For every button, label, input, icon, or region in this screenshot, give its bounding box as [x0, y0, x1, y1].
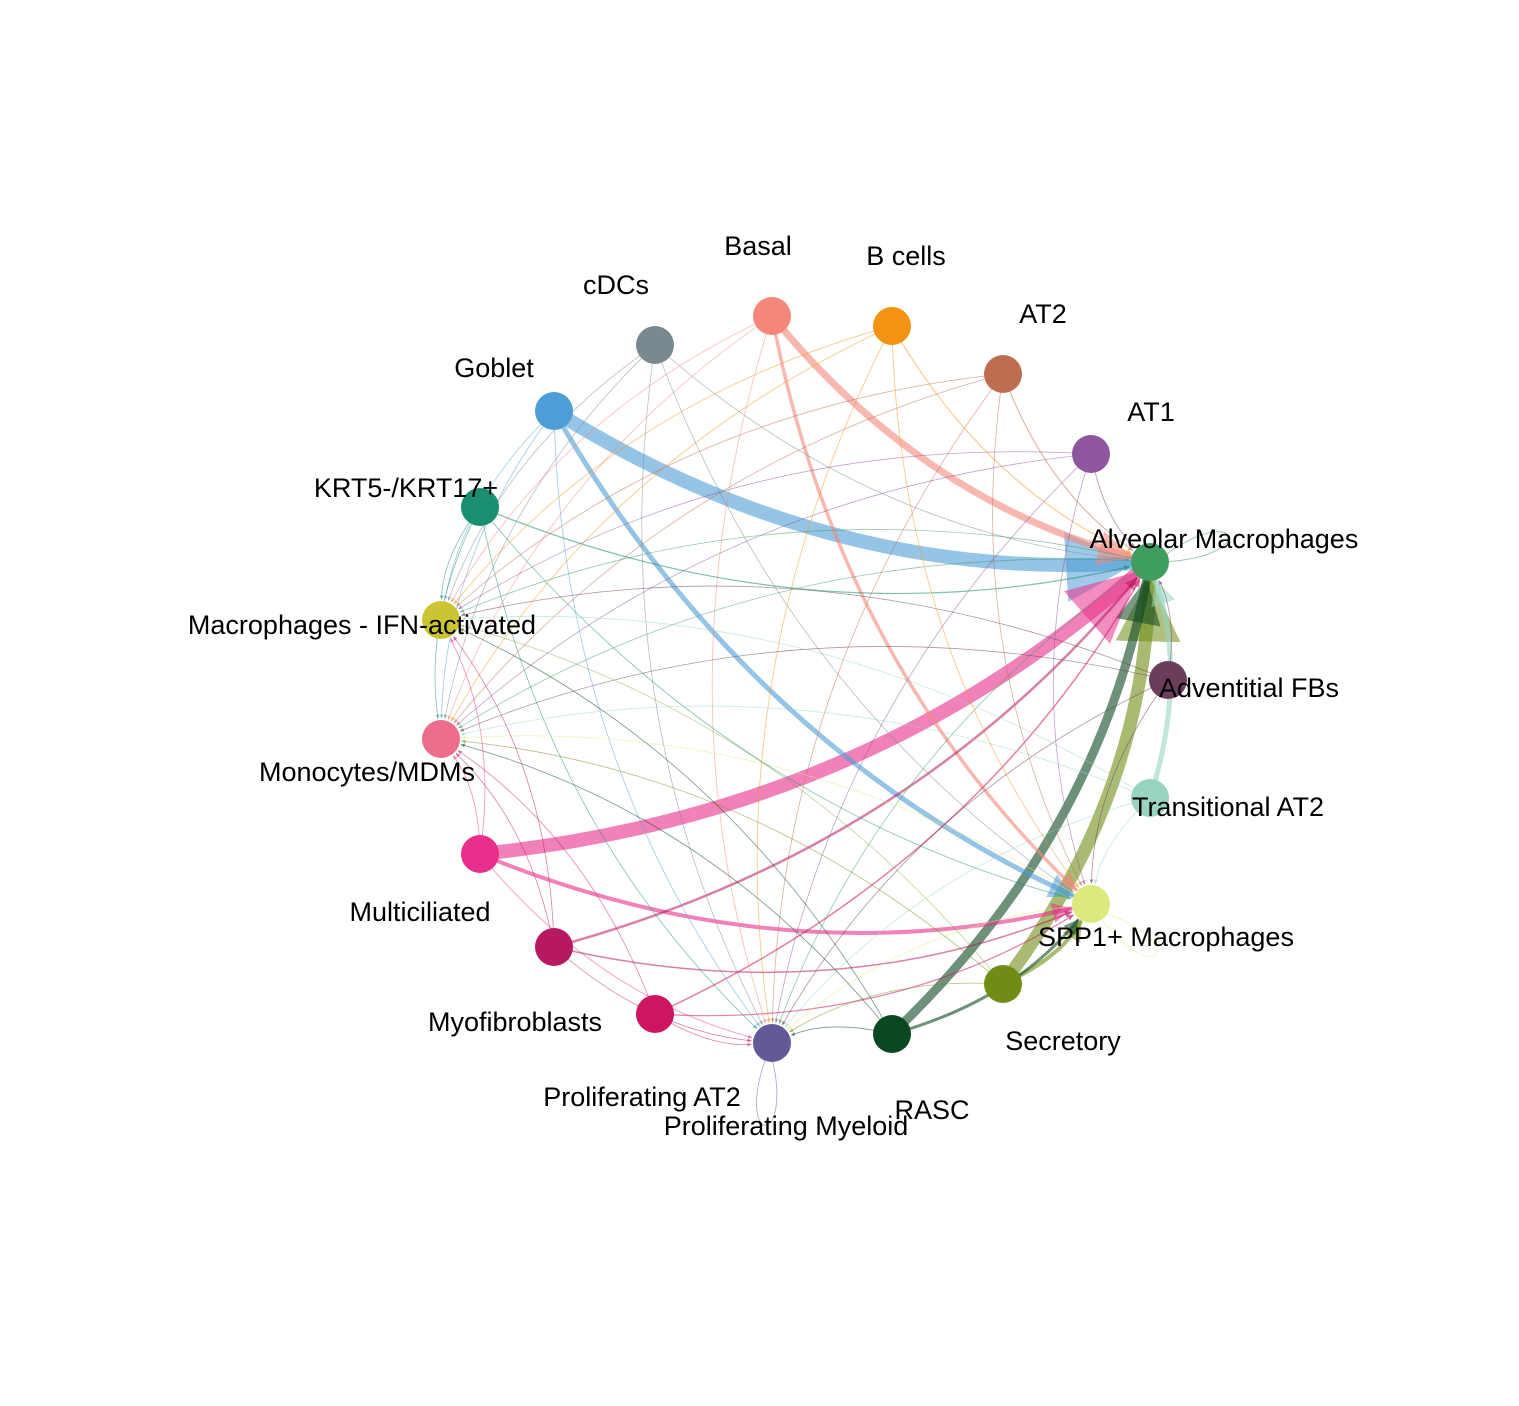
- edge-advfb-to-prolmyeloid: [782, 679, 1169, 1026]
- node-transat2: [1131, 779, 1169, 817]
- edge-alvmac-to-mono: [458, 558, 1151, 729]
- edge-basal-to-alvmac: [768, 312, 1134, 566]
- edge-at1-to-macifn: [458, 451, 1092, 610]
- node-secretory: [984, 965, 1022, 1003]
- edge-rasc-to-macifn: [459, 628, 893, 1035]
- edge-secretory-to-prolmyeloid: [789, 982, 1004, 1033]
- node-label-basal: Basal: [724, 231, 792, 261]
- node-goblet: [535, 392, 573, 430]
- node-alvmac: [1131, 543, 1169, 581]
- edge-prolat2-to-spp1mac: [654, 914, 1074, 1017]
- edge-myofib-to-macifn: [453, 636, 555, 948]
- edge-at2-to-prolmyeloid: [770, 373, 1004, 1023]
- edge-basal-to-prolmyeloid: [711, 315, 773, 1024]
- edge-rasc-to-mono: [460, 743, 893, 1035]
- node-at2: [984, 355, 1022, 393]
- edge-goblet-to-spp1mac: [551, 408, 1075, 898]
- edge-bcells-to-macifn: [453, 325, 893, 605]
- node-label-multicil: Multiciliated: [349, 897, 490, 927]
- edge-basal-to-macifn: [451, 315, 773, 603]
- edge-at2-to-macifn: [456, 373, 1004, 607]
- node-label-at1: AT1: [1127, 397, 1175, 427]
- node-basal: [753, 297, 791, 335]
- edge-at2-to-spp1mac: [992, 373, 1082, 886]
- edge-cdcs-to-macifn: [447, 344, 656, 601]
- edge-spp1mac-to-spp1mac: [1088, 903, 1158, 958]
- edge-at2-to-mono: [453, 373, 1004, 724]
- node-label-cdcs: cDCs: [583, 270, 649, 300]
- edge-bcells-to-mono: [451, 325, 893, 722]
- labels-layer: Basal B cells AT2 AT1 Alveolar Macrophages Ad…: [188, 231, 1358, 1141]
- node-label-rasc: RASC: [894, 1095, 969, 1125]
- edge-cdcs-to-prolmyeloid: [641, 344, 763, 1025]
- edge-prolat2-to-mono: [457, 750, 656, 1015]
- edge-myofib-to-alvmac: [552, 576, 1138, 949]
- edge-secretory-to-alvmac: [996, 576, 1181, 991]
- edge-krt-to-prolmyeloid: [479, 506, 758, 1029]
- edges-layer: [434, 312, 1229, 1126]
- edge-goblet-to-prolmyeloid: [553, 410, 760, 1027]
- edge-krt-to-alvmac: [479, 506, 1131, 595]
- edge-transat2-to-mono: [461, 705, 1151, 799]
- node-label-prolmyeloid: Proliferating Myeloid: [664, 1111, 909, 1141]
- edge-bcells-to-alvmac: [891, 325, 1132, 554]
- node-label-advfb: Adventitial FBs: [1159, 673, 1339, 703]
- node-label-goblet: Goblet: [454, 353, 534, 383]
- edge-bcells-to-prolmyeloid: [756, 325, 893, 1023]
- nodes-layer: [422, 297, 1187, 1062]
- edge-advfb-to-spp1mac: [1089, 679, 1169, 884]
- edge-alvmac-to-macifn: [460, 529, 1151, 613]
- edge-myofib-to-mono: [455, 753, 555, 948]
- node-label-krt: KRT5-/KRT17+: [314, 473, 498, 503]
- edge-multicil-to-macifn: [450, 638, 486, 855]
- edge-spp1mac-to-mono: [461, 735, 1092, 905]
- node-prolmyeloid: [753, 1024, 791, 1062]
- node-advfb: [1149, 661, 1187, 699]
- edge-cdcs-to-mono: [443, 344, 656, 719]
- edge-goblet-to-mono: [439, 410, 555, 719]
- edge-transat2-to-prolmyeloid: [784, 797, 1151, 1028]
- node-spp1mac: [1072, 885, 1110, 923]
- node-label-prolat2: Proliferating AT2: [543, 1082, 741, 1112]
- edge-multicil-to-prolmyeloid: [479, 853, 753, 1039]
- edge-bcells-to-spp1mac: [891, 325, 1079, 888]
- edge-secretory-to-macifn: [460, 624, 1004, 985]
- node-bcells: [873, 307, 911, 345]
- edge-myofib-to-spp1mac: [553, 911, 1073, 974]
- node-prolat2: [636, 995, 674, 1033]
- node-label-myofib: Myofibroblasts: [428, 1007, 602, 1037]
- node-label-bcells: B cells: [866, 241, 946, 271]
- node-label-transat2: Transitional AT2: [1132, 792, 1324, 822]
- node-label-macifn: Macrophages - IFN-activated: [188, 610, 536, 640]
- edge-at2-to-alvmac: [1002, 373, 1134, 551]
- node-label-mono: Monocytes/MDMs: [259, 757, 475, 787]
- edge-alvmac-to-alvmac: [1149, 531, 1229, 567]
- edge-at1-to-spp1mac: [1052, 453, 1092, 885]
- node-mono: [422, 720, 460, 758]
- edge-spp1mac-to-prolmyeloid: [787, 903, 1092, 1030]
- node-label-at2: AT2: [1019, 299, 1067, 329]
- edge-basal-to-spp1mac: [770, 314, 1078, 892]
- edge-basal-to-mono: [447, 315, 773, 720]
- edge-advfb-to-macifn: [461, 585, 1169, 681]
- edge-rasc-to-alvmac: [887, 578, 1161, 1039]
- edge-krt-to-spp1mac: [479, 506, 1072, 900]
- node-multicil: [461, 835, 499, 873]
- edge-prolmyeloid-to-prolmyeloid: [756, 1042, 778, 1126]
- edge-multicil-to-alvmac: [473, 568, 1142, 861]
- node-label-spp1mac: SPP1+ Macrophages: [1038, 922, 1294, 952]
- node-at1: [1072, 435, 1110, 473]
- node-label-secretory: Secretory: [1005, 1026, 1121, 1056]
- node-myofib: [535, 928, 573, 966]
- edge-cdcs-to-spp1mac: [654, 344, 1075, 893]
- node-label-alvmac: Alveolar Macrophages: [1090, 524, 1359, 554]
- node-krt: [461, 488, 499, 526]
- edge-multicil-to-spp1mac: [478, 852, 1073, 935]
- edge-secretory-to-mono: [461, 739, 1004, 985]
- node-macifn: [422, 601, 460, 639]
- node-rasc: [873, 1015, 911, 1053]
- node-cdcs: [636, 326, 674, 364]
